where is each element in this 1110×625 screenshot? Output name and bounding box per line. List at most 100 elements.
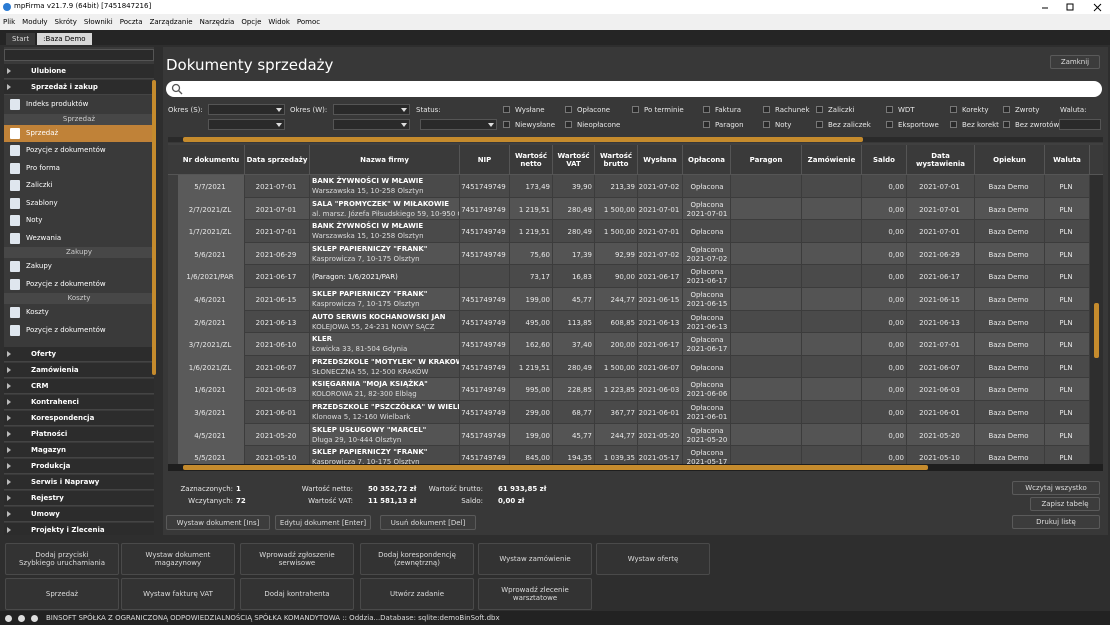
sidebar-item[interactable]: Pro forma xyxy=(4,159,154,177)
sidebar-section[interactable]: Ulubione xyxy=(4,64,154,79)
sidebar-item[interactable]: Pozycje z dokumentów xyxy=(4,321,154,339)
sidebar-section[interactable]: Projekty i Zlecenia xyxy=(4,523,154,535)
quick-button[interactable]: Dodaj kontrahenta xyxy=(240,578,354,610)
sidebar-section[interactable]: CRM xyxy=(4,379,154,394)
sidebar-item[interactable]: Noty xyxy=(4,212,154,229)
column-header[interactable]: Wartość netto xyxy=(510,145,553,175)
column-header[interactable]: Data sprzedaży xyxy=(245,145,310,175)
quick-button[interactable]: Dodaj korespondencję (zewnętrzną) xyxy=(360,543,474,575)
quick-button[interactable]: Wprowadź zgłoszenie serwisowe xyxy=(240,543,354,575)
checkbox[interactable] xyxy=(950,121,957,128)
menu-item[interactable]: Skróty xyxy=(54,18,77,26)
checkbox[interactable] xyxy=(816,106,823,113)
dropdown[interactable] xyxy=(1059,119,1101,130)
table-row[interactable]: 5/7/2021 2021-07-01 BANK ŻYWNOŚCI W MŁAWIE… xyxy=(168,175,1103,198)
table-row[interactable]: 1/6/2021/PAR 2021-06-17 (Paragon: 1/6/2021… xyxy=(168,265,1103,288)
menu-item[interactable]: Widok xyxy=(268,18,290,26)
sidebar-item[interactable]: Sprzedaż xyxy=(4,124,154,142)
checkbox[interactable] xyxy=(503,121,510,128)
checkbox[interactable] xyxy=(816,121,823,128)
checkbox[interactable] xyxy=(886,121,893,128)
table-row[interactable]: 4/6/2021 2021-06-15 SKLEP PAPIERNICZY "FRA… xyxy=(168,288,1103,311)
sidebar-item[interactable]: Szablony xyxy=(4,194,154,212)
column-header[interactable]: Saldo xyxy=(862,145,907,175)
menu-item[interactable]: Zarządzanie xyxy=(149,18,193,26)
dropdown[interactable] xyxy=(420,119,497,130)
quick-button[interactable]: Wystaw ofertę xyxy=(596,543,710,575)
action-button[interactable]: Edytuj dokument [Enter] xyxy=(275,515,371,530)
tab[interactable]: :Baza Demo xyxy=(37,33,92,45)
sidebar-item[interactable]: Indeks produktów xyxy=(4,96,154,113)
checkbox[interactable] xyxy=(1003,106,1010,113)
column-header[interactable]: Paragon xyxy=(731,145,802,175)
quick-button[interactable]: Dodaj przyciski Szybkiego uruchamiania xyxy=(5,543,119,575)
dropdown[interactable] xyxy=(208,119,285,130)
side-button[interactable]: Drukuj listę xyxy=(1012,515,1100,529)
column-header[interactable]: Waluta xyxy=(1045,145,1090,175)
table-row[interactable]: 2/7/2021/ZL 2021-07-01 SALA "PROMYCZEK" W … xyxy=(168,197,1103,221)
column-header[interactable]: Data wystawienia xyxy=(907,145,975,175)
sidebar-section[interactable]: Umowy xyxy=(4,507,154,522)
column-header[interactable]: Wysłana xyxy=(638,145,683,175)
checkbox[interactable] xyxy=(565,106,572,113)
action-button[interactable]: Wystaw dokument [Ins] xyxy=(166,515,270,530)
quick-button[interactable]: Sprzedaż xyxy=(5,578,119,610)
checkbox[interactable] xyxy=(763,121,770,128)
column-header[interactable]: Zamówienie xyxy=(802,145,862,175)
sidebar-section[interactable]: Zamówienia xyxy=(4,363,154,378)
menu-item[interactable]: Słowniki xyxy=(83,18,113,26)
sidebar-section[interactable]: Płatności xyxy=(4,427,154,442)
sidebar-section[interactable]: Produkcja xyxy=(4,459,154,474)
column-header[interactable]: Nazwa firmy xyxy=(310,145,460,175)
column-header[interactable]: Wartość VAT xyxy=(553,145,595,175)
quick-button[interactable]: Wystaw fakturę VAT xyxy=(121,578,235,610)
checkbox[interactable] xyxy=(703,106,710,113)
column-header[interactable]: NIP xyxy=(460,145,510,175)
table-row[interactable]: 3/6/2021 2021-06-01 PRZEDSZKOLE "PSZCZÓŁKA… xyxy=(168,401,1103,424)
sidebar-item[interactable]: Zaliczki xyxy=(4,177,154,194)
sidebar-item[interactable]: Koszty xyxy=(4,304,154,321)
sidebar-section[interactable]: Kontrahenci xyxy=(4,395,154,410)
side-button[interactable]: Zapisz tabelę xyxy=(1030,497,1100,511)
dropdown[interactable] xyxy=(333,119,410,130)
sidebar-item[interactable]: Zakupy xyxy=(4,258,154,275)
table-row[interactable]: 2/6/2021 2021-06-13 AUTO SERWIS KOCHANOWSK… xyxy=(168,310,1103,334)
table-row[interactable]: 1/7/2021/ZL 2021-07-01 BANK ŻYWNOŚCI W MŁA… xyxy=(168,220,1103,243)
quick-button[interactable]: Wystaw zamówienie xyxy=(478,543,592,575)
column-header[interactable]: Wartość brutto xyxy=(595,145,638,175)
menu-item[interactable]: Poczta xyxy=(119,18,143,26)
quick-button[interactable]: Wystaw dokument magazynowy xyxy=(121,543,235,575)
side-button[interactable]: Wczytaj wszystko xyxy=(1012,481,1100,495)
sidebar-item[interactable]: Pozycje z dokumentów xyxy=(4,275,154,293)
sidebar-section[interactable]: Magazyn xyxy=(4,443,154,458)
sidebar-section[interactable]: Rejestry xyxy=(4,491,154,506)
checkbox[interactable] xyxy=(632,106,639,113)
sidebar-item[interactable]: Pozycje z dokumentów xyxy=(4,142,154,159)
menu-item[interactable]: Opcje xyxy=(241,18,262,26)
search-box[interactable] xyxy=(166,81,1102,97)
column-header[interactable]: Opiekun xyxy=(975,145,1045,175)
checkbox[interactable] xyxy=(886,106,893,113)
table-row[interactable]: 3/7/2021/ZL 2021-06-10 KLER Łowicka 33, 81-… xyxy=(168,333,1103,356)
checkbox[interactable] xyxy=(703,121,710,128)
checkbox[interactable] xyxy=(950,106,957,113)
window-controls[interactable] xyxy=(1040,2,1106,12)
quick-button[interactable]: Utwórz zadanie xyxy=(360,578,474,610)
table-row[interactable]: 1/6/2021 2021-06-03 KSIĘGARNIA "MOJA KSIĄŻ… xyxy=(168,378,1103,401)
dropdown[interactable] xyxy=(333,104,410,115)
table-row[interactable]: 1/6/2021/ZL 2021-06-07 PRZEDSZKOLE "MOTYLE… xyxy=(168,355,1103,379)
close-button[interactable]: Zamknij xyxy=(1050,55,1100,69)
checkbox[interactable] xyxy=(1003,121,1010,128)
action-button[interactable]: Usuń dokument [Del] xyxy=(380,515,476,530)
tab[interactable]: Start xyxy=(6,33,36,45)
table-row[interactable]: 5/6/2021 2021-06-29 SKLEP PAPIERNICZY "FRA… xyxy=(168,242,1103,266)
quick-button[interactable]: Wprowadź zlecenie warsztatowe xyxy=(478,578,592,610)
menu-item[interactable]: Narzędzia xyxy=(199,18,235,26)
menu-item[interactable]: Moduły xyxy=(22,18,48,26)
checkbox[interactable] xyxy=(565,121,572,128)
sidebar-section[interactable]: Sprzedaż i zakup xyxy=(4,80,154,95)
dropdown[interactable] xyxy=(208,104,285,115)
menu-item[interactable]: Plik xyxy=(3,18,16,26)
sidebar-section[interactable]: Korespondencja xyxy=(4,411,154,426)
checkbox[interactable] xyxy=(763,106,770,113)
